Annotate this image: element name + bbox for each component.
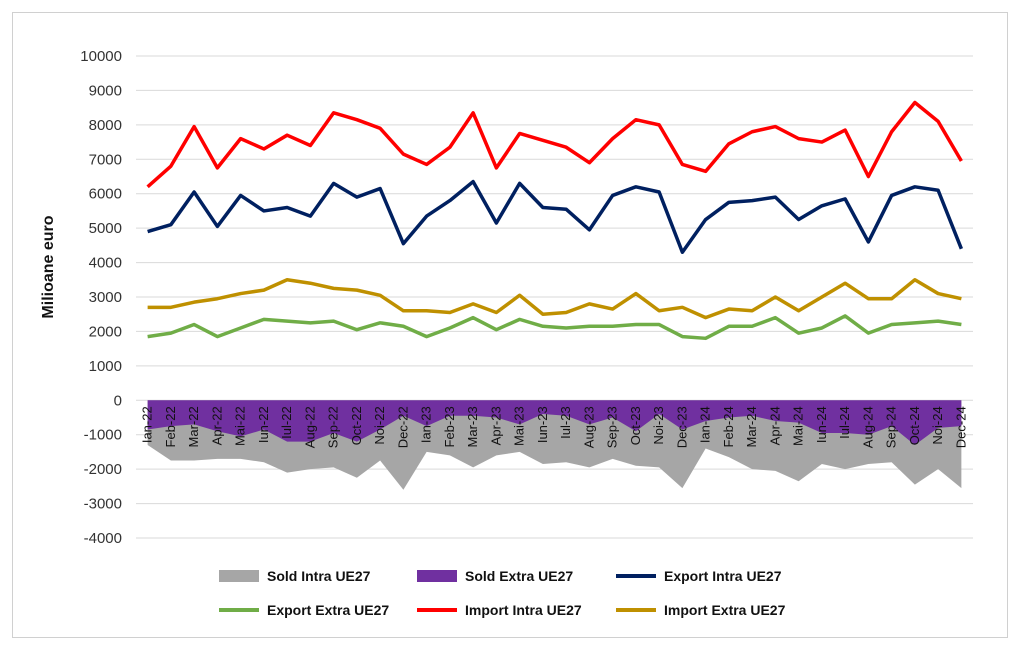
x-tick-label: Aug-23 — [581, 406, 596, 448]
legend-item: Import Intra UE27 — [417, 602, 582, 618]
x-tick-label: Sep-24 — [884, 406, 899, 448]
x-tick-label: Iun-23 — [535, 406, 550, 443]
x-tick-label: Aug-22 — [302, 406, 317, 448]
x-tick-label: Sep-23 — [605, 406, 620, 448]
x-tick-label: Mar-23 — [465, 406, 480, 447]
legend-item: Sold Intra UE27 — [219, 568, 371, 584]
x-tick-label: Apr-24 — [767, 406, 782, 445]
y-axis-label: Milioane euro — [40, 215, 57, 318]
x-tick-label: Ian-22 — [140, 406, 155, 443]
legend-label: Import Intra UE27 — [465, 602, 582, 618]
area-series — [147, 400, 962, 490]
legend-label: Export Intra UE27 — [664, 568, 782, 584]
x-tick-label: Mar-24 — [744, 406, 759, 447]
legend-item: Sold Extra UE27 — [417, 568, 573, 584]
legend-item: Import Extra UE27 — [616, 602, 786, 618]
y-tick-label: 2000 — [89, 323, 122, 340]
legend-swatch — [219, 570, 259, 582]
legend-label: Sold Extra UE27 — [465, 568, 573, 584]
legend: Sold Intra UE27 Sold Extra UE27 Export Int… — [219, 568, 786, 618]
y-tick-label: 9000 — [89, 82, 122, 99]
line-import-intra-ue27 — [146, 100, 963, 189]
x-tick-label: Iun-24 — [814, 406, 829, 443]
x-tick-label: Dec-24 — [953, 406, 968, 448]
x-tick-label: Ian-23 — [419, 406, 434, 443]
x-tick-label: Mai-22 — [233, 406, 248, 446]
y-tick-label: -1000 — [84, 427, 122, 444]
x-tick-label: Feb-24 — [721, 406, 736, 447]
y-tick-label: -3000 — [84, 496, 122, 513]
legend-item: Export Intra UE27 — [616, 568, 782, 584]
x-tick-label: Noi-23 — [651, 406, 666, 444]
legend-item: Export Extra UE27 — [219, 602, 389, 618]
x-tick-label: Aug-24 — [860, 406, 875, 448]
line-export-intra-ue27 — [147, 179, 964, 254]
x-tick-label: Iul-22 — [279, 406, 294, 439]
x-tick-label: Mai-24 — [791, 406, 806, 446]
x-tick-label: Mai-23 — [512, 406, 527, 446]
x-tick-label: Dec-22 — [395, 406, 410, 448]
x-tick-label: Apr-22 — [209, 406, 224, 445]
x-tick-label: Iul-23 — [558, 406, 573, 439]
y-tick-label: 8000 — [89, 117, 122, 134]
legend-label: Import Extra UE27 — [664, 602, 786, 618]
x-tick-label: Sep-22 — [326, 406, 341, 448]
x-tick-label: Noi-22 — [372, 406, 387, 444]
y-tick-label: -2000 — [84, 461, 122, 478]
x-tick-label: Noi-24 — [930, 406, 945, 444]
y-tick-label: 3000 — [89, 289, 122, 306]
x-tick-label: Dec-23 — [674, 406, 689, 448]
chart-canvas: 1000090008000700060005000400030002000100… — [40, 48, 973, 618]
x-axis-ticks: Ian-22 Feb-22 Mar-22 Apr-22 Mai-22 Iun-22 Iul-… — [140, 406, 969, 448]
x-tick-label: Apr-23 — [488, 406, 503, 445]
y-tick-label: 0 — [114, 392, 122, 409]
x-tick-label: Iun-22 — [256, 406, 271, 443]
line-series — [146, 100, 964, 341]
y-axis-ticks: 1000090008000700060005000400030002000100… — [80, 48, 122, 547]
y-tick-label: 5000 — [89, 220, 122, 237]
x-tick-label: Feb-23 — [442, 406, 457, 447]
y-tick-label: -4000 — [84, 530, 122, 547]
y-tick-label: 4000 — [89, 255, 122, 272]
y-tick-label: 6000 — [89, 186, 122, 203]
chart-frame: 10000 9000 8000 7000 6000 5000 4000 3000 2000 100… — [12, 12, 1008, 638]
y-tick-label: 10000 — [80, 48, 122, 65]
legend-swatch — [417, 570, 457, 582]
y-tick-label: 7000 — [89, 151, 122, 168]
area-sold-extra-ue27 — [147, 400, 962, 446]
y-tick-label: 1000 — [89, 358, 122, 375]
line-import-extra-ue27 — [147, 278, 962, 320]
legend-label: Export Extra UE27 — [267, 602, 389, 618]
x-tick-label: Oct-23 — [628, 406, 643, 445]
line-export-extra-ue27 — [147, 314, 962, 341]
x-tick-label: Oct-22 — [349, 406, 364, 445]
legend-label: Sold Intra UE27 — [267, 568, 371, 584]
x-tick-label: Iul-24 — [837, 406, 852, 439]
x-tick-label: Oct-24 — [907, 406, 922, 445]
x-tick-label: Feb-22 — [163, 406, 178, 447]
x-tick-label: Ian-24 — [698, 406, 713, 443]
x-tick-label: Mar-22 — [186, 406, 201, 447]
